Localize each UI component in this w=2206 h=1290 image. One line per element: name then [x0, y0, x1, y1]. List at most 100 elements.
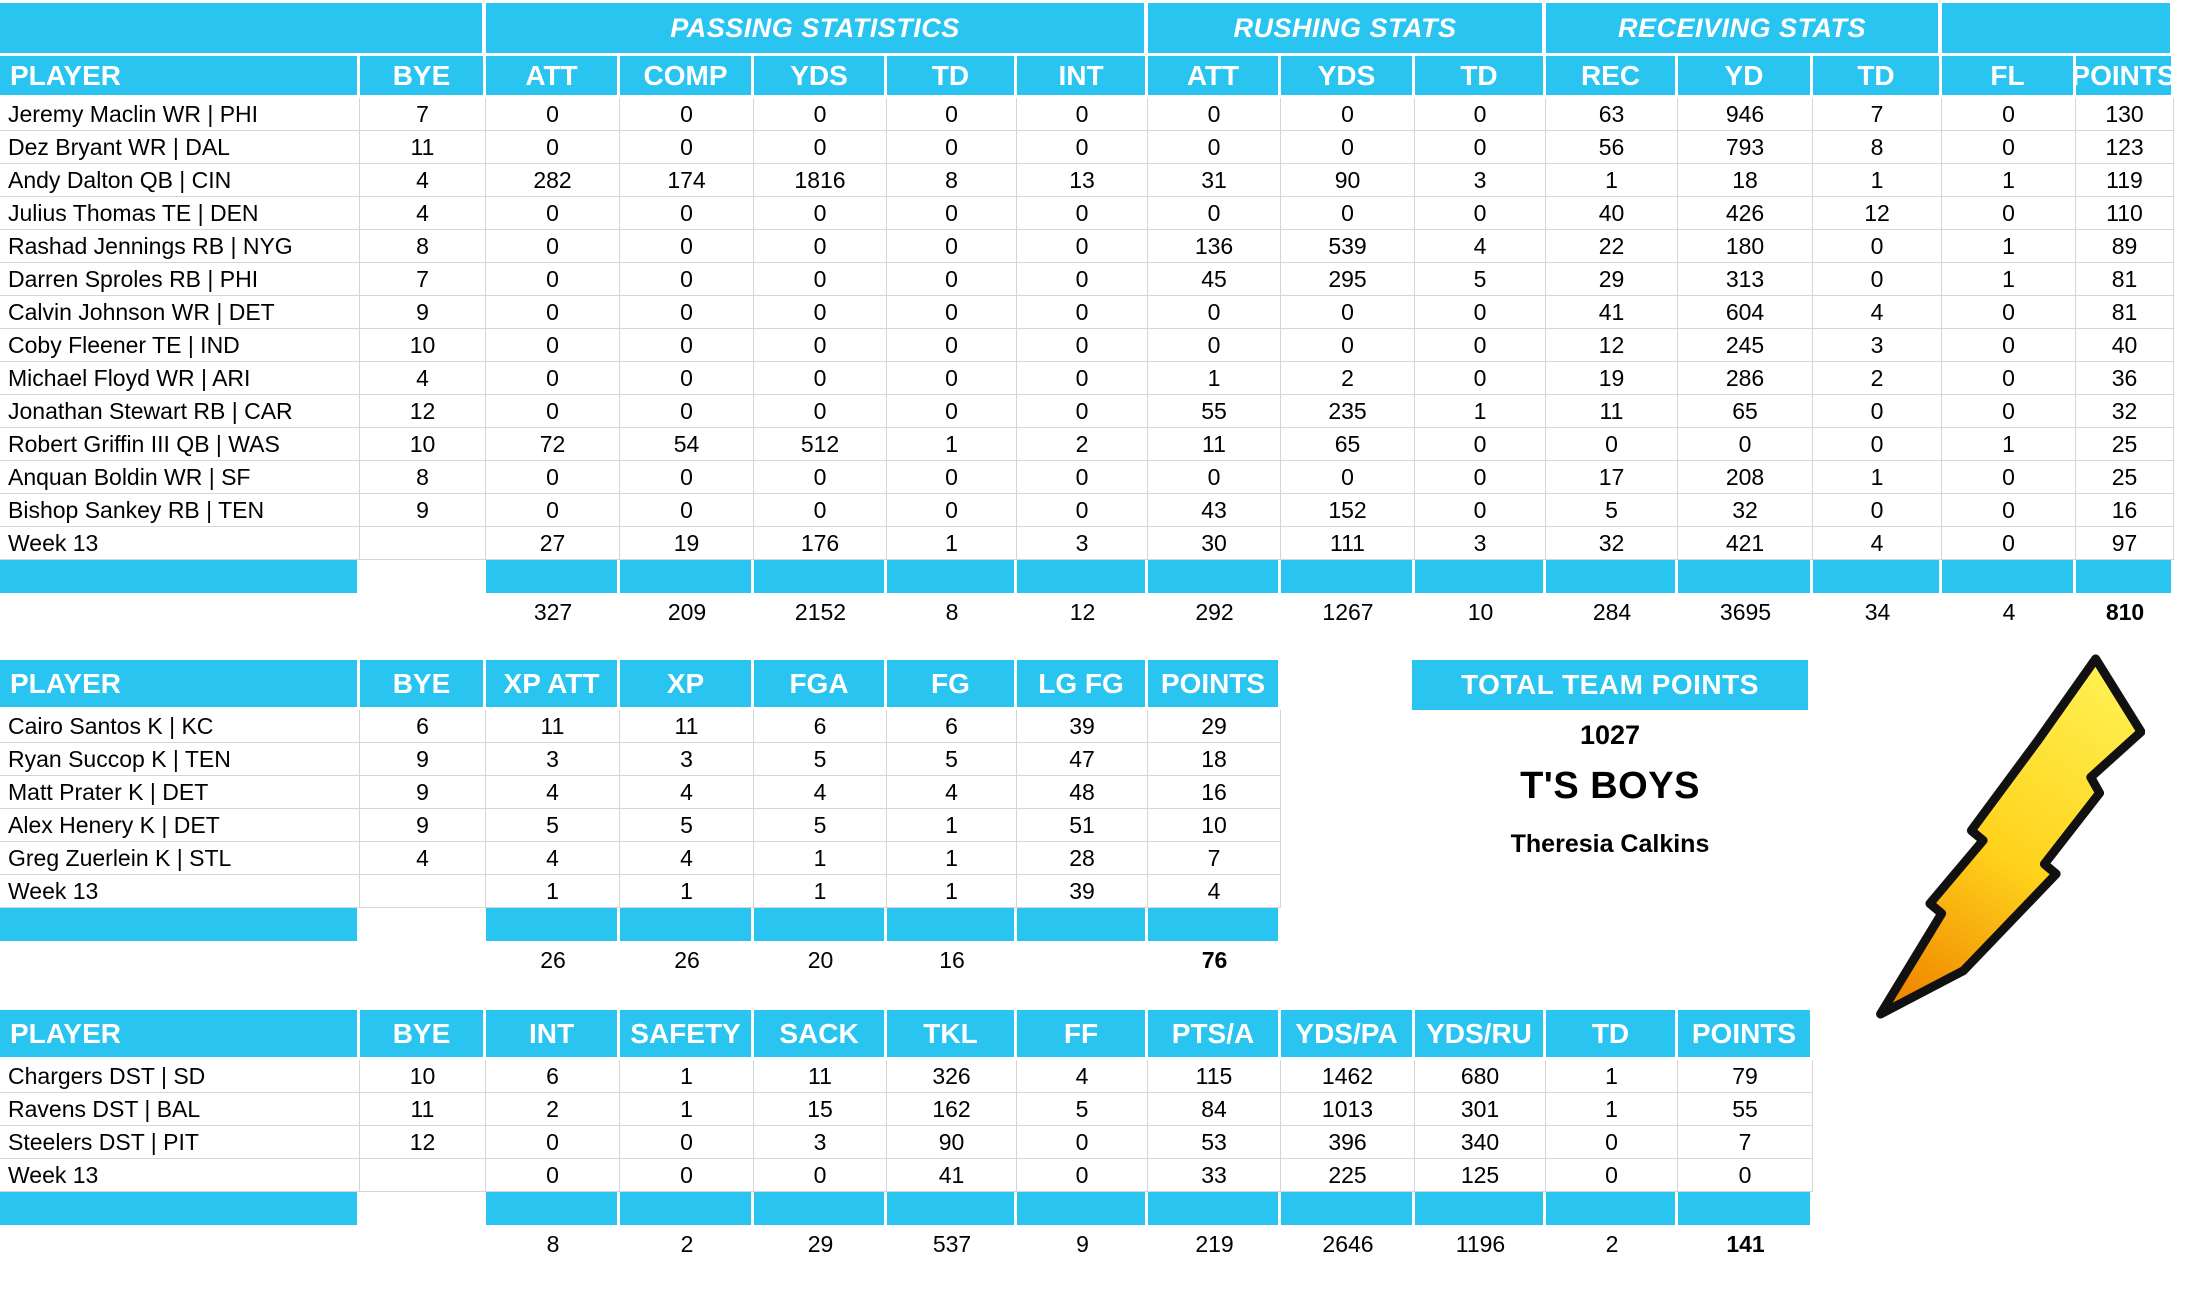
stat-cell[interactable]: 2: [1281, 362, 1415, 395]
stat-cell[interactable]: 180: [1678, 230, 1813, 263]
stat-cell[interactable]: 0: [1148, 98, 1281, 131]
stat-cell[interactable]: 0: [1942, 197, 2076, 230]
player-cell[interactable]: Bishop Sankey RB | TEN: [0, 494, 360, 527]
stat-cell[interactable]: 4: [887, 776, 1017, 809]
stat-cell[interactable]: 326: [887, 1060, 1017, 1093]
stat-cell[interactable]: 9: [360, 743, 486, 776]
stat-cell[interactable]: 282: [486, 164, 620, 197]
stat-cell[interactable]: 0: [1281, 98, 1415, 131]
stat-cell[interactable]: 0: [620, 329, 754, 362]
column-header[interactable]: FL: [1942, 56, 2076, 98]
stat-cell[interactable]: 111: [1281, 527, 1415, 560]
stat-cell[interactable]: 1: [1546, 164, 1678, 197]
stat-cell[interactable]: 0: [486, 494, 620, 527]
total-cell[interactable]: 2152: [794, 598, 847, 625]
stat-cell[interactable]: 680: [1415, 1060, 1546, 1093]
player-cell[interactable]: Andy Dalton QB | CIN: [0, 164, 360, 197]
stat-cell[interactable]: 30: [1148, 527, 1281, 560]
stat-cell[interactable]: 0: [1546, 1126, 1678, 1159]
player-cell[interactable]: Rashad Jennings RB | NYG: [0, 230, 360, 263]
stat-cell[interactable]: 245: [1678, 329, 1813, 362]
stat-cell[interactable]: 0: [1942, 131, 2076, 164]
stat-cell[interactable]: 1: [620, 1093, 754, 1126]
stat-cell[interactable]: 0: [620, 131, 754, 164]
stat-cell[interactable]: 0: [1148, 131, 1281, 164]
stat-cell[interactable]: 0: [486, 230, 620, 263]
stat-cell[interactable]: 5: [754, 743, 887, 776]
stat-cell[interactable]: 45: [1148, 263, 1281, 296]
stat-cell[interactable]: 0: [1017, 296, 1148, 329]
stat-cell[interactable]: 0: [1678, 1159, 1813, 1192]
stat-cell[interactable]: 4: [360, 164, 486, 197]
stat-cell[interactable]: 1: [1942, 263, 2076, 296]
stat-cell[interactable]: 0: [486, 263, 620, 296]
player-cell[interactable]: Matt Prater K | DET: [0, 776, 360, 809]
stat-cell[interactable]: 0: [1813, 230, 1942, 263]
stat-cell[interactable]: 13: [1017, 164, 1148, 197]
stat-cell[interactable]: 0: [1942, 494, 2076, 527]
stat-cell[interactable]: 19: [620, 527, 754, 560]
player-cell[interactable]: Calvin Johnson WR | DET: [0, 296, 360, 329]
stat-cell[interactable]: 0: [1017, 131, 1148, 164]
stat-cell[interactable]: 0: [887, 494, 1017, 527]
column-header[interactable]: PTS/A: [1148, 1010, 1281, 1060]
stat-cell[interactable]: 28: [1017, 842, 1148, 875]
stat-cell[interactable]: 1: [620, 875, 754, 908]
stat-cell[interactable]: 0: [1017, 1159, 1148, 1192]
player-cell[interactable]: Week 13: [0, 527, 360, 560]
stat-cell[interactable]: 0: [754, 362, 887, 395]
column-header[interactable]: YD: [1678, 56, 1813, 98]
stat-cell[interactable]: 18: [1678, 164, 1813, 197]
stat-cell[interactable]: 0: [620, 98, 754, 131]
stat-cell[interactable]: 0: [1942, 329, 2076, 362]
player-cell[interactable]: Darren Sproles RB | PHI: [0, 263, 360, 296]
stat-cell[interactable]: 0: [486, 395, 620, 428]
stat-cell[interactable]: 295: [1281, 263, 1415, 296]
stat-cell[interactable]: 4: [754, 776, 887, 809]
stat-cell[interactable]: 3: [1415, 164, 1546, 197]
column-header[interactable]: TD: [1415, 56, 1546, 98]
group-header-blank[interactable]: [0, 3, 486, 56]
total-cell[interactable]: 292: [1195, 598, 1234, 625]
stat-cell[interactable]: 8: [1813, 131, 1942, 164]
column-header[interactable]: SACK: [754, 1010, 887, 1060]
stat-cell[interactable]: 0: [1281, 461, 1415, 494]
stat-cell[interactable]: 7: [1813, 98, 1942, 131]
stat-cell[interactable]: 40: [2076, 329, 2174, 362]
stat-cell[interactable]: 8: [360, 461, 486, 494]
stat-cell[interactable]: 33: [1148, 1159, 1281, 1192]
stat-cell[interactable]: 41: [887, 1159, 1017, 1192]
stat-cell[interactable]: 115: [1148, 1060, 1281, 1093]
stat-cell[interactable]: 65: [1281, 428, 1415, 461]
total-cell[interactable]: 1196: [1455, 1230, 1506, 1257]
stat-cell[interactable]: 15: [754, 1093, 887, 1126]
total-cell[interactable]: [360, 1225, 486, 1263]
stat-cell[interactable]: 0: [486, 461, 620, 494]
stat-cell[interactable]: 3: [1017, 527, 1148, 560]
column-header[interactable]: REC: [1546, 56, 1678, 98]
total-cell[interactable]: [360, 593, 486, 631]
stat-cell[interactable]: 0: [1415, 329, 1546, 362]
stat-cell[interactable]: 1: [887, 428, 1017, 461]
total-cell[interactable]: 16: [939, 946, 965, 973]
stat-cell[interactable]: 25: [2076, 428, 2174, 461]
total-cell[interactable]: [0, 1225, 360, 1263]
stat-cell[interactable]: [360, 1159, 486, 1192]
stat-cell[interactable]: 97: [2076, 527, 2174, 560]
stat-cell[interactable]: 2: [486, 1093, 620, 1126]
column-header[interactable]: PLAYER: [0, 56, 360, 98]
total-cell[interactable]: [0, 593, 360, 631]
stat-cell[interactable]: 0: [1148, 329, 1281, 362]
stat-cell[interactable]: 40: [1546, 197, 1678, 230]
group-header[interactable]: RUSHING STATS: [1148, 3, 1546, 56]
stat-cell[interactable]: 119: [2076, 164, 2174, 197]
stat-cell[interactable]: 65: [1678, 395, 1813, 428]
stat-cell[interactable]: 22: [1546, 230, 1678, 263]
stat-cell[interactable]: 1: [1546, 1093, 1678, 1126]
column-header[interactable]: COMP: [620, 56, 754, 98]
stat-cell[interactable]: 421: [1678, 527, 1813, 560]
stat-cell[interactable]: 5: [1017, 1093, 1148, 1126]
stat-cell[interactable]: 0: [620, 296, 754, 329]
stat-cell[interactable]: 3: [486, 743, 620, 776]
column-header[interactable]: YDS/PA: [1281, 1010, 1415, 1060]
